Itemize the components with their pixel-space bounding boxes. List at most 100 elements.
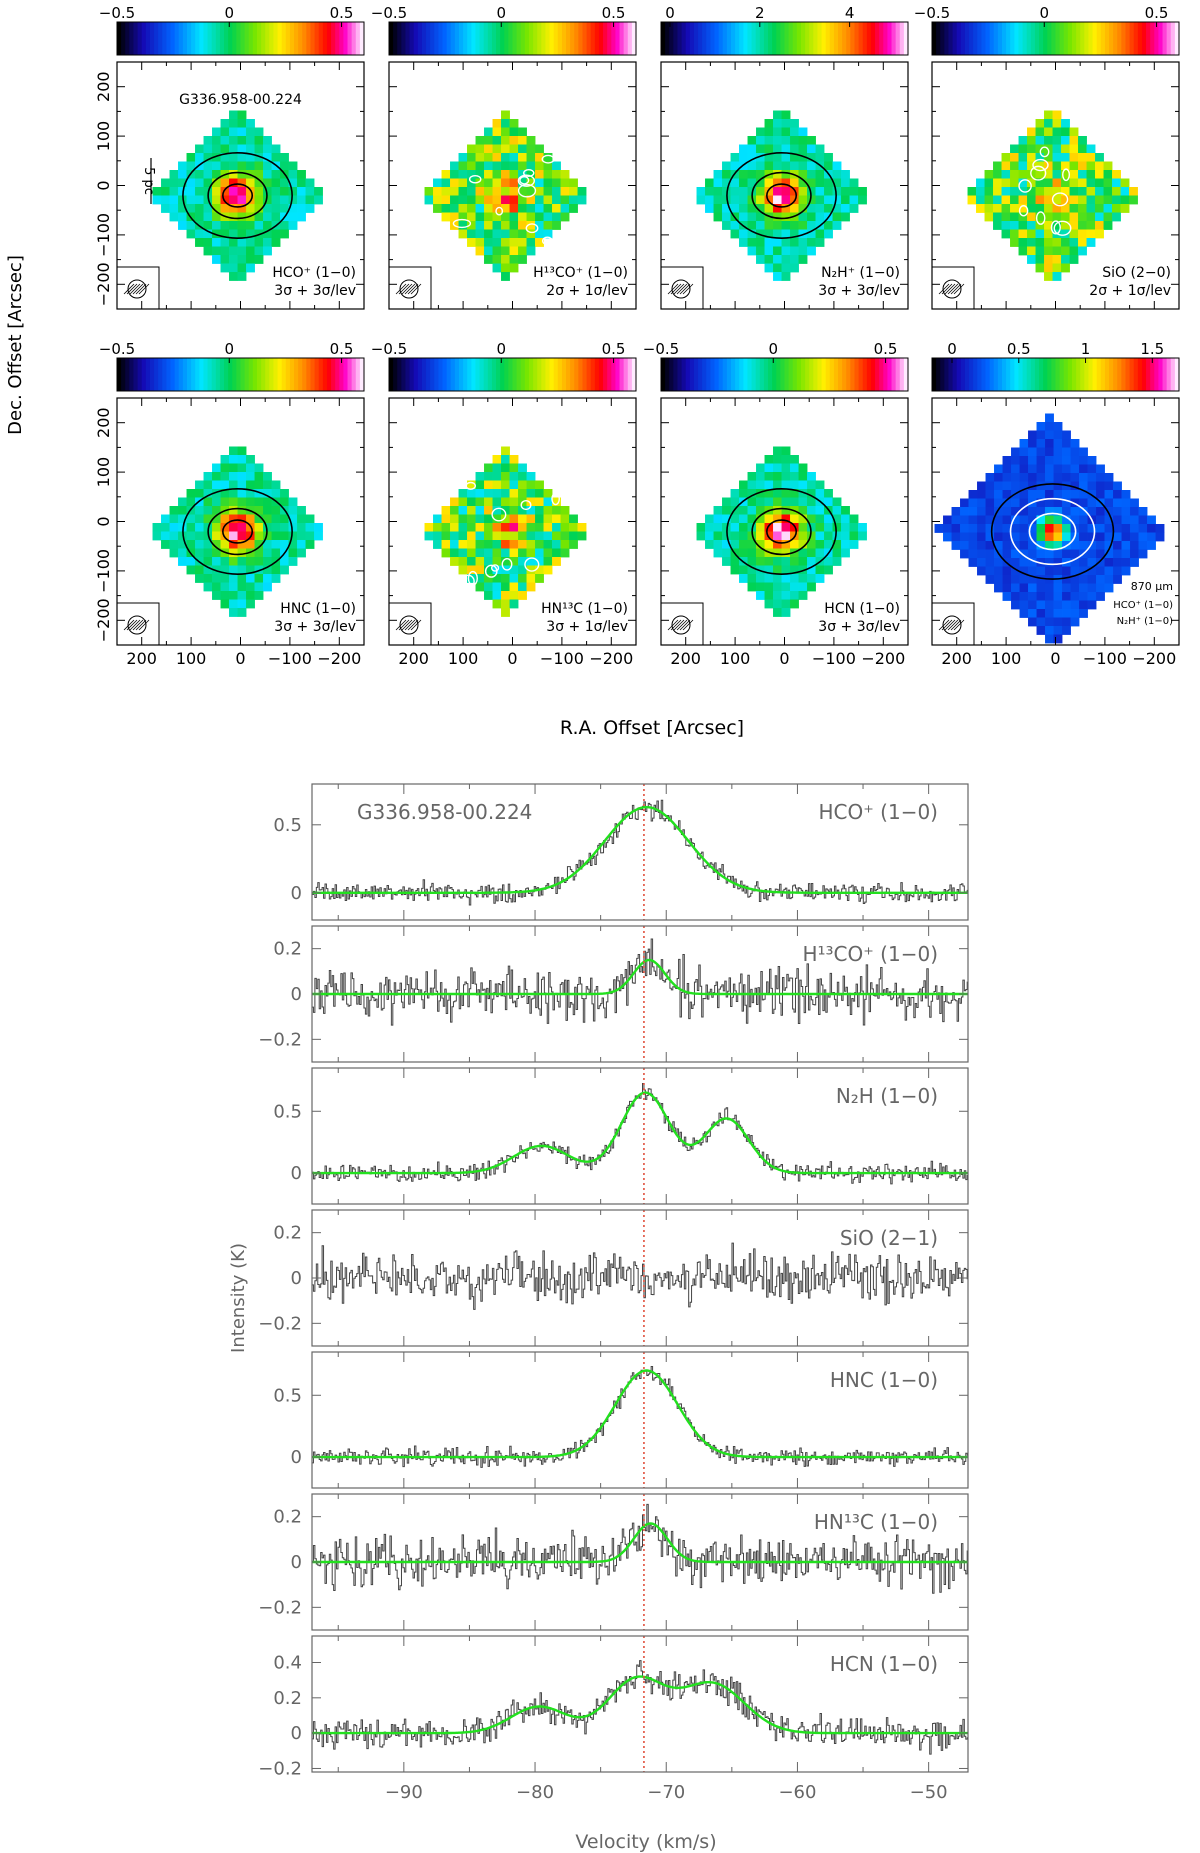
map-pixel (1061, 195, 1070, 205)
map-pixel (220, 472, 230, 481)
map-pixel (815, 540, 825, 549)
colorbar-segment (661, 22, 666, 55)
map-pixel (229, 221, 238, 230)
map-pixel (203, 246, 213, 256)
colorbar-segment (389, 358, 394, 391)
beam-hatch (670, 619, 682, 631)
map-pixel (739, 187, 748, 196)
map-pixel (985, 558, 995, 567)
map-pixel (450, 187, 459, 196)
map-pixel (1104, 498, 1114, 508)
colorbar-segment (751, 22, 757, 55)
colorbar-segment (1154, 358, 1160, 391)
map-pixel (1087, 549, 1097, 559)
map-pixel (552, 178, 561, 188)
map-pixel (841, 514, 850, 524)
map-pixel (739, 153, 748, 162)
contours-hn13c (461, 481, 560, 589)
map-pixel (186, 161, 196, 171)
map-pixel (263, 195, 272, 205)
map-pixel (254, 480, 264, 490)
colorbar-segment (698, 22, 703, 55)
map-pixel (1061, 212, 1070, 222)
map-pixel (254, 178, 264, 188)
map-pixel (577, 531, 587, 541)
map-pixel (1045, 634, 1054, 644)
colorbar-segment (627, 358, 633, 391)
map-pixel (1078, 161, 1087, 171)
map-pixel (518, 221, 527, 230)
map-pixel (790, 582, 799, 592)
map-pixel (1027, 195, 1036, 205)
map-pixel (985, 507, 995, 516)
observed-spectrum (312, 1082, 968, 1185)
map-pixel (739, 204, 748, 213)
map-pixel (246, 540, 255, 549)
beam-inset (117, 602, 160, 645)
colorbar-segment (343, 358, 349, 391)
map-pixel (985, 481, 995, 491)
map-pixel (178, 497, 187, 507)
map-pixel (807, 531, 816, 541)
colorbar-segment (883, 358, 889, 391)
map-pixel (543, 506, 553, 515)
colorbar-segment (800, 358, 806, 391)
map-pixel (1053, 609, 1063, 618)
map-pixel (1113, 524, 1122, 533)
colorbar-segment (813, 358, 819, 391)
map-pixel (254, 144, 264, 154)
map-pixel (526, 548, 536, 558)
map-pixel (781, 204, 791, 213)
map-pixel (773, 455, 782, 464)
map-pixel (203, 582, 213, 592)
map-pixel (263, 540, 272, 549)
colorbar-segment (557, 358, 563, 391)
map-pixel (263, 238, 272, 247)
map-pixel (501, 229, 510, 239)
map-pixel (764, 557, 774, 566)
spectrum-ytick-label: −0.2 (258, 1029, 302, 1050)
map-pixel (807, 514, 816, 524)
map-pixel (1130, 549, 1139, 559)
map-pixel (458, 187, 468, 196)
colorbar-segment (1039, 358, 1044, 391)
map-pixel (960, 549, 969, 559)
map-pixel (186, 153, 196, 162)
map-pixel (212, 531, 221, 541)
map-pixel (1061, 238, 1070, 247)
map-pixel (195, 480, 204, 490)
colorbar-segment (149, 22, 155, 55)
beam-hatch (135, 619, 147, 631)
map-pixel (1052, 110, 1062, 120)
map-pixel (951, 541, 961, 550)
colorbar-segment (1014, 22, 1020, 55)
map-pixel (1096, 481, 1105, 491)
map-pixel (1018, 238, 1028, 247)
map-pixel (1053, 617, 1063, 627)
colorbar-segment (960, 358, 966, 391)
map-pixel (994, 498, 1003, 508)
map-pixel (535, 548, 544, 558)
map-pixel (824, 489, 833, 498)
map-pixel (1130, 524, 1139, 533)
map-pixel (1086, 161, 1096, 171)
map-pixel (1113, 481, 1122, 491)
map-pixel (739, 540, 748, 549)
colorbar-segment (693, 358, 699, 391)
map-pixel (246, 127, 255, 137)
map-pixel (1010, 195, 1019, 205)
colorbar-segment (549, 358, 555, 391)
map-pixel (475, 238, 485, 247)
map-pixel (1155, 532, 1165, 542)
map-pixel (475, 472, 485, 481)
colorbar-segment (1113, 22, 1118, 55)
map-pixel (705, 195, 714, 205)
colorbar-segment (985, 22, 991, 55)
map-pixel (509, 497, 519, 507)
map-pixel (798, 255, 808, 264)
map-pixel (807, 565, 816, 575)
colorbar-segment (755, 358, 761, 391)
map-pixel (807, 170, 816, 179)
map-pixel (705, 178, 714, 188)
colorbar-segment (351, 22, 357, 55)
